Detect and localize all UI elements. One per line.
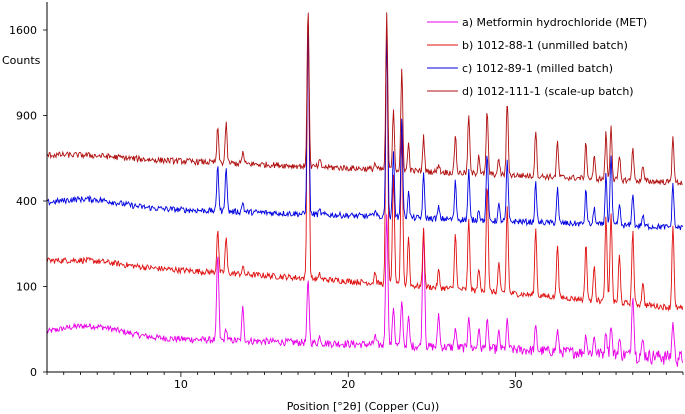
- y-tick-label: 900: [16, 110, 37, 123]
- legend-entry: d) 1012-111-1 (scale-up batch): [462, 85, 634, 98]
- legend-background: [418, 10, 650, 106]
- series-layer: [46, 12, 684, 367]
- axes-layer: 10 20 30 0 100 400 900 1600: [9, 2, 684, 391]
- legend-entry: a) Metformin hydrochloride (MET): [462, 16, 647, 29]
- series-line-2: [46, 27, 684, 312]
- x-axis-title: Position [°2θ] (Copper (Cu)): [287, 400, 440, 413]
- series-line-1: [46, 214, 684, 367]
- legend-entry: b) 1012-88-1 (unmilled batch): [462, 39, 628, 52]
- x-tick-label: 10: [174, 378, 188, 391]
- x-tick-label: 20: [341, 378, 355, 391]
- y-axis-title: Counts: [2, 54, 41, 67]
- legend-entry: c) 1012-89-1 (milled batch): [462, 62, 613, 75]
- series-line-3: [46, 24, 684, 231]
- y-tick-label: 1600: [9, 24, 37, 37]
- y-tick-label: 0: [30, 366, 37, 379]
- series-line-4: [46, 12, 683, 187]
- x-tick-label: 30: [509, 378, 523, 391]
- y-tick-label: 400: [16, 195, 37, 208]
- y-tick-label: 100: [16, 281, 37, 294]
- legend: a) Metformin hydrochloride (MET) b) 1012-…: [418, 10, 650, 106]
